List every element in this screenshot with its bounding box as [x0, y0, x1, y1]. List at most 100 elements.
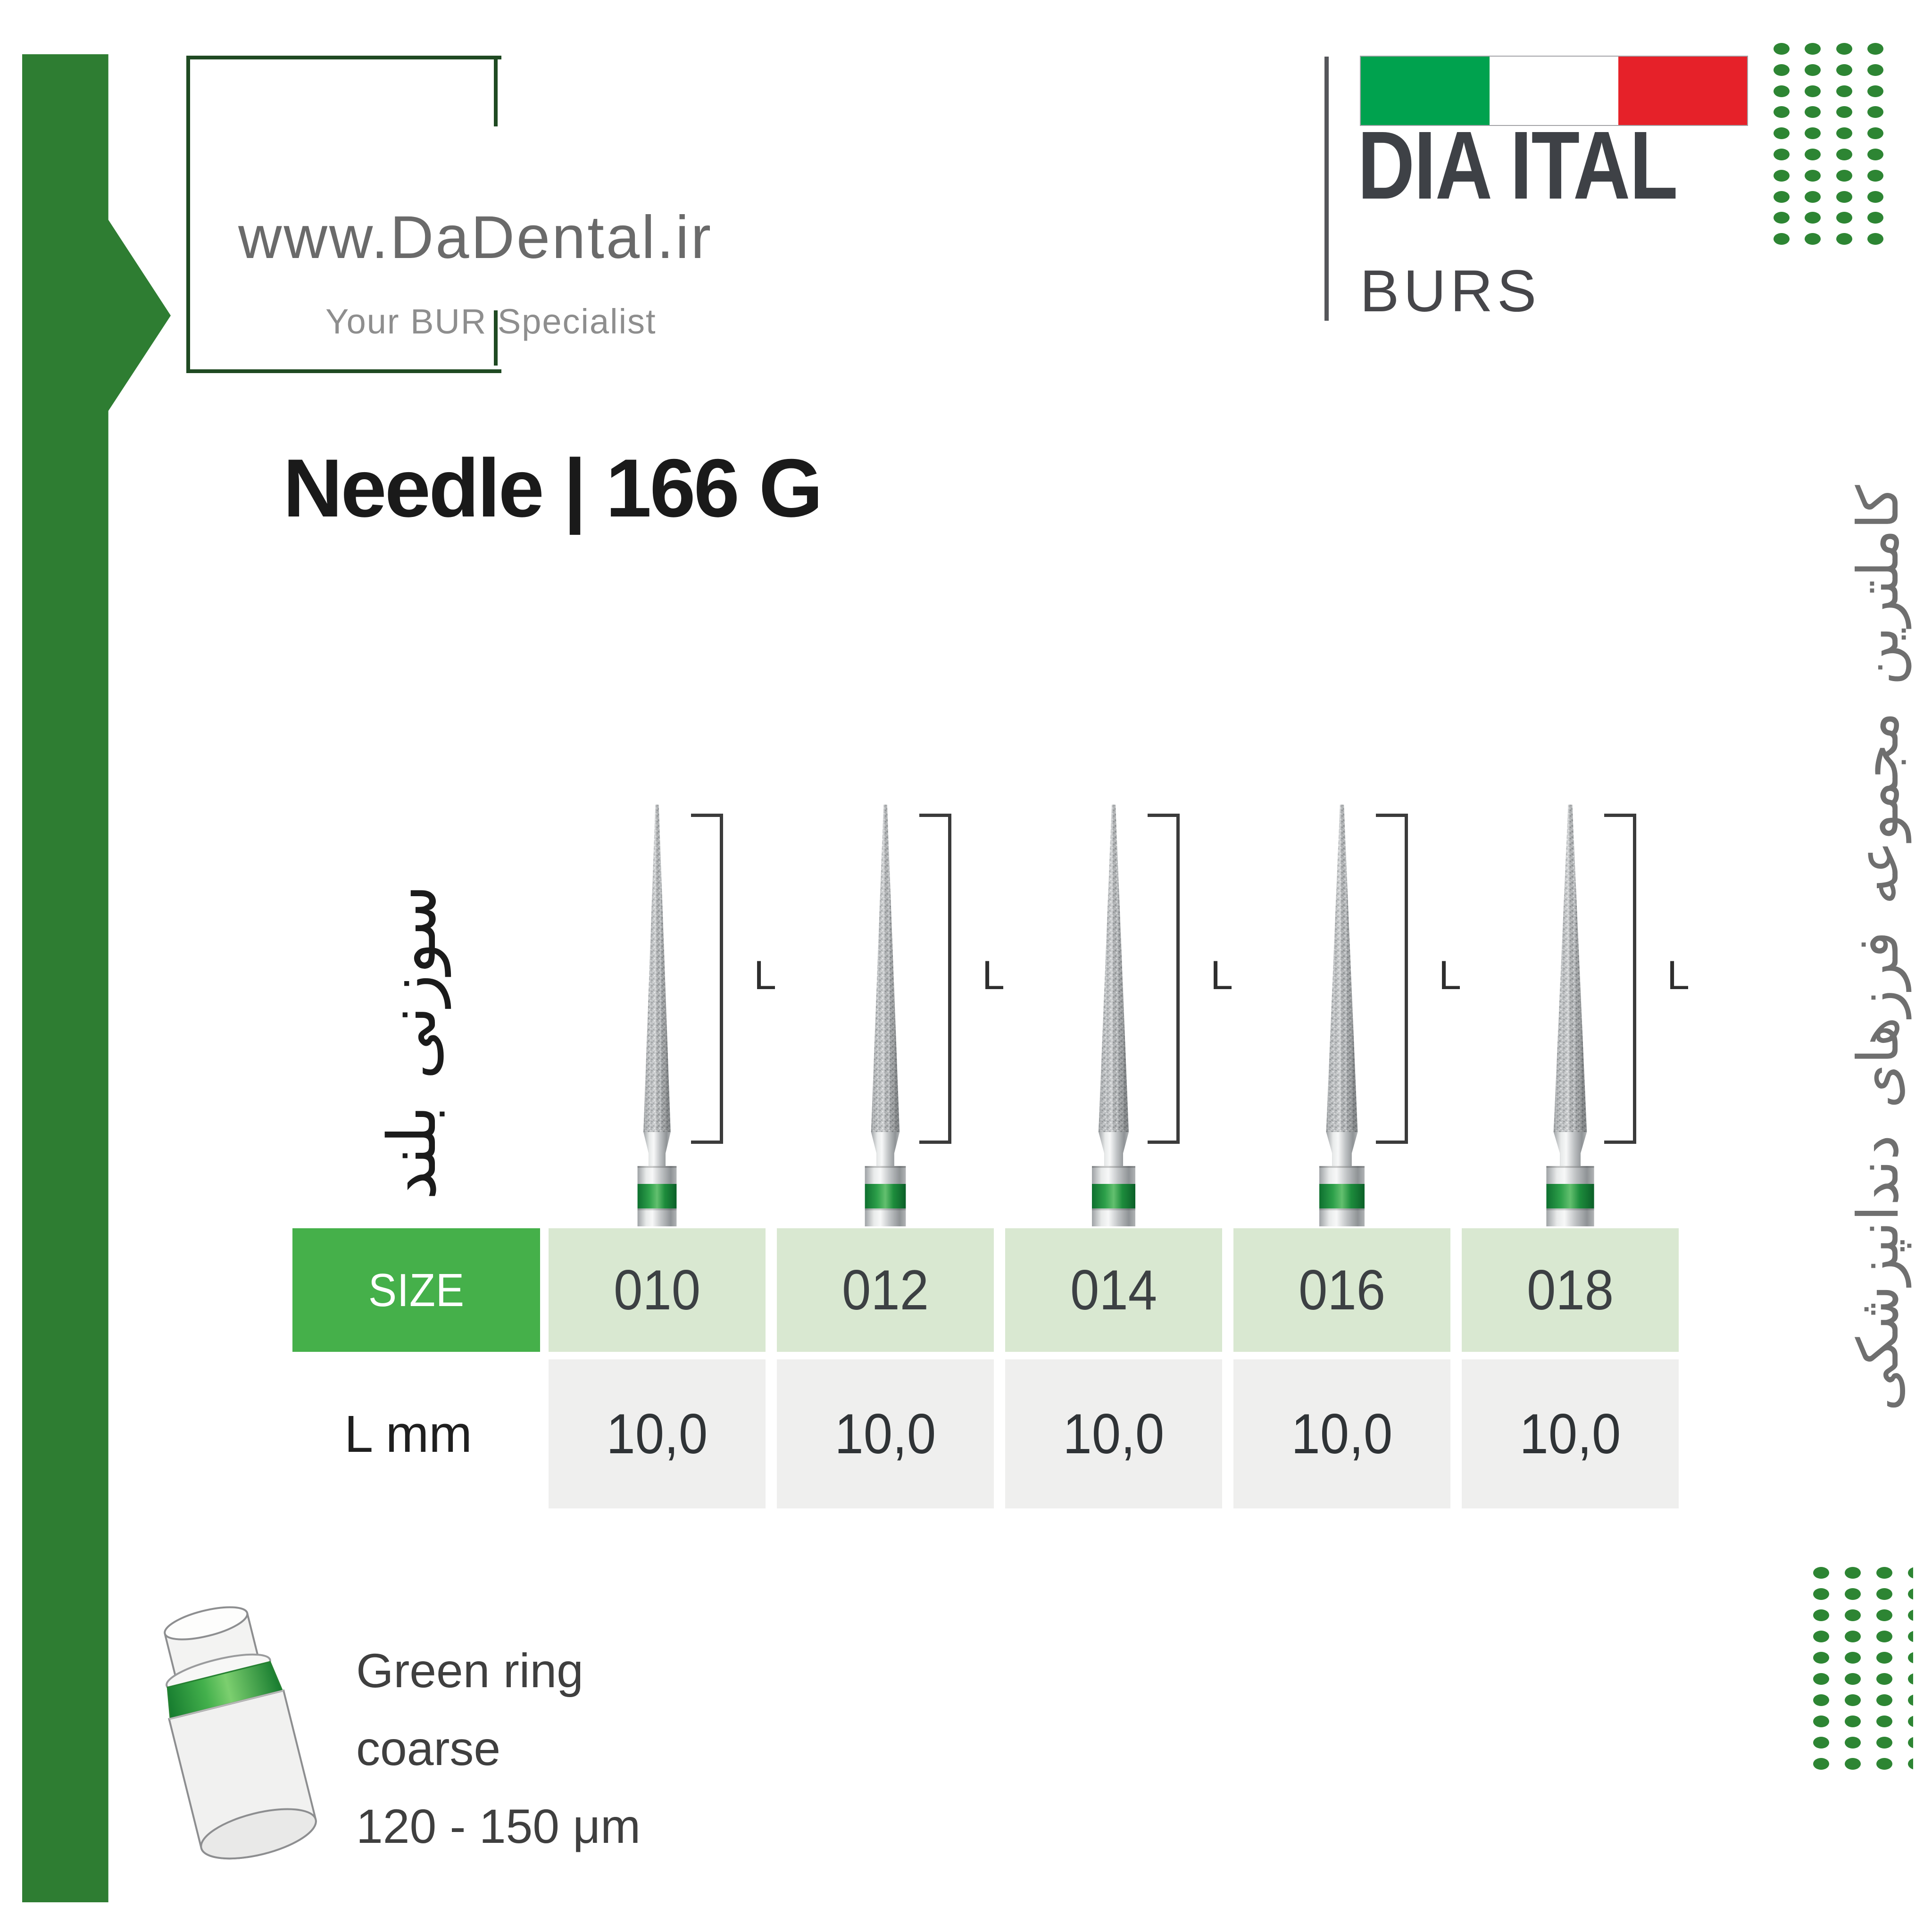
decorative-dot — [1908, 1567, 1913, 1579]
decorative-dot — [1774, 212, 1790, 224]
decorative-dot — [1867, 106, 1883, 118]
bracket-line — [1633, 814, 1636, 1144]
decorative-dot — [1836, 85, 1852, 97]
logo-divider-line — [1324, 57, 1329, 321]
bracket-top-tick — [691, 814, 723, 817]
length-bracket — [919, 814, 951, 1144]
brand-box — [186, 56, 501, 373]
decorative-dot — [1908, 1652, 1913, 1664]
bracket-bottom-tick — [691, 1141, 723, 1144]
decorative-dot — [1805, 64, 1821, 76]
decorative-dot — [1908, 1694, 1913, 1706]
size-value: 014 — [1070, 1258, 1158, 1322]
lmm-value: 10,0 — [606, 1402, 708, 1466]
green-ring-shank-illustration — [164, 1606, 317, 1860]
decorative-dot — [1836, 191, 1852, 203]
size-value: 018 — [1526, 1258, 1614, 1322]
length-label: L — [1210, 953, 1233, 998]
decorative-dot — [1836, 106, 1852, 118]
decorative-dot — [1867, 127, 1883, 140]
size-cell: 012 — [777, 1228, 994, 1352]
decorative-dot — [1805, 127, 1821, 140]
decorative-dot — [1774, 43, 1790, 55]
decorative-dot — [1805, 191, 1821, 203]
table-size-header-label: SIZE — [368, 1264, 465, 1316]
decorative-dot — [1876, 1673, 1892, 1685]
lmm-value: 10,0 — [1063, 1402, 1165, 1466]
decorative-dot — [1813, 1588, 1829, 1600]
decorative-dot — [1805, 233, 1821, 245]
legend-text: Green ring coarse 120 - 150 μm — [356, 1632, 641, 1866]
decorative-dot — [1908, 1609, 1913, 1621]
decorative-dot — [1805, 169, 1821, 182]
decorative-dot — [1805, 212, 1821, 224]
logo-subtitle: BURS — [1360, 258, 1541, 324]
legend-line1: Green ring — [356, 1644, 583, 1698]
length-bracket — [1148, 814, 1180, 1144]
decorative-dot — [1774, 169, 1790, 182]
decorative-dot — [1908, 1673, 1913, 1685]
decorative-dot — [1813, 1673, 1829, 1685]
flag-red-stripe — [1618, 57, 1747, 125]
lmm-cell: 10,0 — [549, 1359, 766, 1508]
lmm-cell: 10,0 — [777, 1359, 994, 1508]
italian-flag-icon — [1360, 56, 1748, 126]
decorative-dot — [1845, 1609, 1861, 1621]
needle-bur-image — [1546, 805, 1594, 1226]
decorative-dot — [1813, 1609, 1829, 1621]
bracket-bottom-tick — [919, 1141, 951, 1144]
decorative-dot — [1813, 1758, 1829, 1770]
lmm-value: 10,0 — [1291, 1402, 1393, 1466]
decorative-dot — [1774, 64, 1790, 76]
length-label: L — [1667, 953, 1690, 998]
decorative-dot — [1876, 1694, 1892, 1706]
decorative-dot — [1845, 1694, 1861, 1706]
decorative-dot — [1876, 1715, 1892, 1727]
brand-url: www.DaDental.ir — [238, 204, 713, 271]
decorative-dot — [1774, 191, 1790, 203]
decorative-dot — [1867, 43, 1883, 55]
needle-bur-image — [1092, 805, 1135, 1226]
decorative-dot — [1867, 64, 1883, 76]
legend-line3: 120 - 150 μm — [356, 1799, 641, 1854]
length-label: L — [982, 953, 1005, 998]
bracket-line — [948, 814, 951, 1144]
bracket-line — [1176, 814, 1180, 1144]
size-cell: 016 — [1233, 1228, 1450, 1352]
brand-tagline: Your BUR Specialist — [325, 302, 657, 341]
persian-product-label-wrap: سوزنی بلند — [358, 818, 467, 1266]
bracket-top-tick — [1376, 814, 1408, 817]
bracket-top-tick — [1604, 814, 1636, 817]
decorative-dot — [1836, 169, 1852, 182]
size-cell: 018 — [1462, 1228, 1679, 1352]
bracket-bottom-tick — [1376, 1141, 1408, 1144]
decorative-dot — [1845, 1715, 1861, 1727]
decorative-dot — [1813, 1567, 1829, 1579]
decorative-dot — [1774, 149, 1790, 160]
decorative-dot — [1908, 1588, 1913, 1600]
decorative-dot — [1908, 1737, 1913, 1749]
decorative-dot — [1805, 43, 1821, 55]
bracket-bottom-tick — [1604, 1141, 1636, 1144]
length-bracket — [1604, 814, 1636, 1144]
decorative-dot — [1813, 1631, 1829, 1642]
decorative-dot — [1845, 1567, 1861, 1579]
length-bracket — [691, 814, 723, 1144]
bracket-top-tick — [919, 814, 951, 817]
decorative-dot — [1867, 169, 1883, 182]
needle-bur-image — [1319, 805, 1365, 1226]
decorative-dot — [1876, 1588, 1892, 1600]
decorative-dot — [1836, 127, 1852, 140]
decorative-dot — [1876, 1652, 1892, 1664]
decorative-dot — [1845, 1737, 1861, 1749]
lmm-cell: 10,0 — [1005, 1359, 1222, 1508]
decorative-dot — [1876, 1737, 1892, 1749]
decorative-dot — [1836, 149, 1852, 160]
decorative-dot — [1876, 1567, 1892, 1579]
length-bracket — [1376, 814, 1408, 1144]
flag-white-stripe — [1490, 57, 1618, 125]
brand-box-border-segment — [494, 56, 498, 126]
persian-side-text-wrap: کاملترین مجموعه فرزهای دندانپزشکی — [1820, 377, 1932, 1519]
legend-line2: coarse — [356, 1722, 501, 1776]
